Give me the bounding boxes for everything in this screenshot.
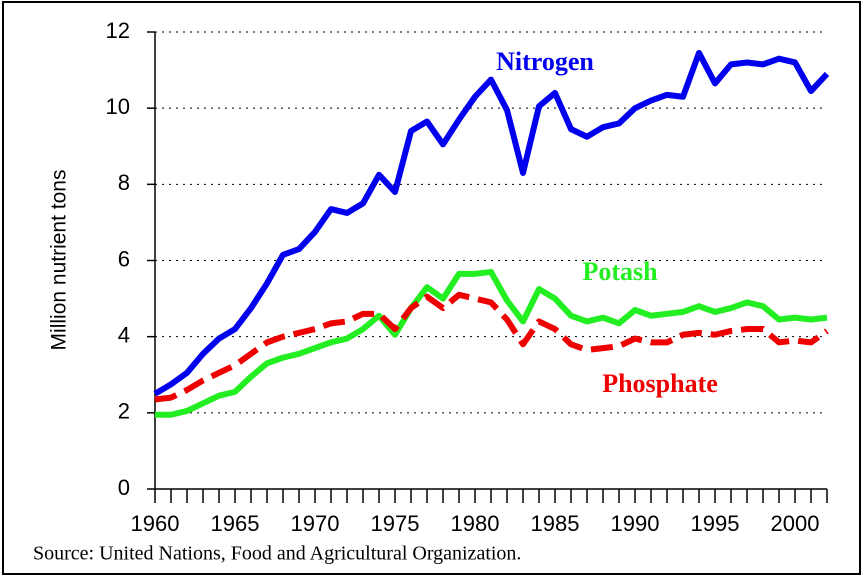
x-tick-label: 1980 (451, 511, 500, 536)
x-tick-label: 1965 (211, 511, 260, 536)
x-tick-label: 1960 (131, 511, 180, 536)
series-label: Potash (582, 257, 658, 286)
series-line (153, 49, 830, 397)
y-tick-label: 12 (106, 18, 130, 43)
y-axis-label: Million nutrient tons (48, 170, 71, 351)
y-tick-label: 8 (118, 170, 130, 195)
x-tick-label: 1975 (371, 511, 420, 536)
y-tick-label: 2 (118, 399, 130, 424)
y-tick-label: 0 (118, 475, 130, 500)
x-tick-label: 1990 (611, 511, 660, 536)
x-tick-label: 1970 (291, 511, 340, 536)
series-label: Nitrogen (496, 47, 594, 76)
series-label: Phosphate (602, 369, 718, 398)
x-tick-label: 2000 (771, 511, 820, 536)
source: Source: United Nations, Food and Agricul… (33, 543, 521, 565)
y-tick-label: 10 (106, 94, 130, 119)
y-tick-label: 6 (118, 246, 130, 271)
series-line (155, 268, 828, 418)
x-tick-label: 1985 (531, 511, 580, 536)
series-line (154, 291, 829, 403)
x-tick-label: 1995 (691, 511, 740, 536)
y-tick-label: 4 (118, 322, 130, 347)
